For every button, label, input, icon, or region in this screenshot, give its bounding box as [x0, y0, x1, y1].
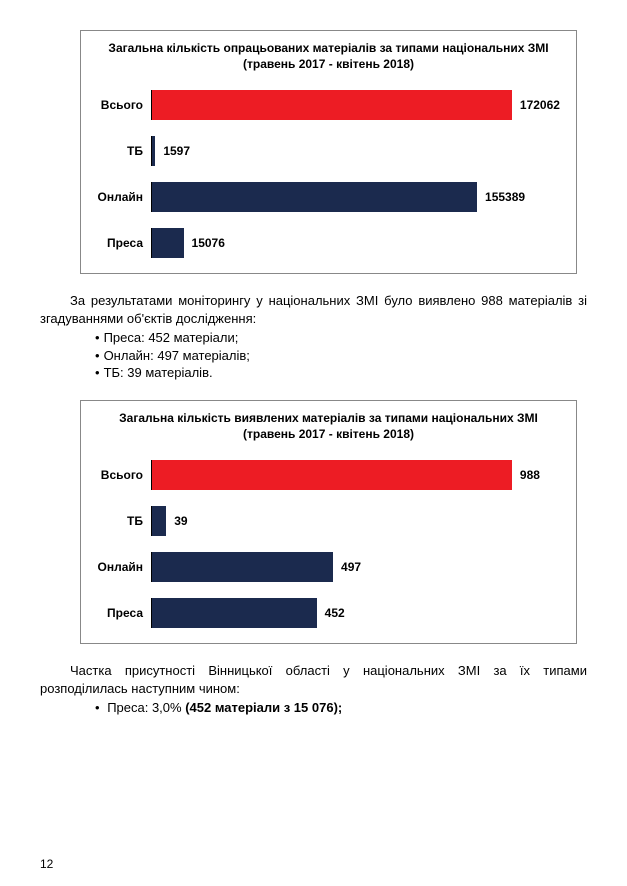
bar-track: 15076 [151, 228, 561, 258]
chart-bars: Всього 988 ТБ 39 Онлайн 497 Преса 452 [96, 460, 561, 628]
chart-title: Загальна кількість опрацьованих матеріал… [96, 41, 561, 72]
bar-track: 988 [151, 460, 561, 490]
chart-title-line1: Загальна кількість опрацьованих матеріал… [96, 41, 561, 57]
paragraph-share: Частка присутності Вінницької області у … [40, 662, 587, 697]
bar-row: ТБ 39 [96, 506, 561, 536]
bar-row: Онлайн 497 [96, 552, 561, 582]
bar-fill [152, 182, 477, 212]
list-item: ТБ: 39 матеріалів. [95, 364, 587, 382]
chart-title-line1: Загальна кількість виявлених матеріалів … [96, 411, 561, 427]
bar-fill [152, 506, 166, 536]
bar-category-label: Всього [96, 468, 151, 482]
bullet-list-media-counts: Преса: 452 матеріали;Онлайн: 497 матеріа… [95, 329, 587, 382]
bar-track: 452 [151, 598, 561, 628]
bar-category-label: Преса [96, 236, 151, 250]
bar-category-label: Преса [96, 606, 151, 620]
bullet-prefix: Преса: 3,0% [107, 700, 185, 715]
bar-track: 39 [151, 506, 561, 536]
bar-category-label: ТБ [96, 514, 151, 528]
bar-fill [152, 90, 512, 120]
bar-row: Всього 172062 [96, 90, 561, 120]
page-number: 12 [40, 857, 53, 871]
bar-track: 497 [151, 552, 561, 582]
bar-value-label: 39 [174, 514, 187, 528]
bar-value-label: 988 [520, 468, 540, 482]
bar-fill [152, 460, 512, 490]
chart-title-line2: (травень 2017 - квітень 2018) [96, 427, 561, 443]
bar-row: Всього 988 [96, 460, 561, 490]
bullet-bold: (452 матеріали з 15 076); [185, 700, 342, 715]
bar-row: ТБ 1597 [96, 136, 561, 166]
bar-fill [152, 598, 317, 628]
bar-category-label: ТБ [96, 144, 151, 158]
bar-value-label: 155389 [485, 190, 525, 204]
list-item: Преса: 452 матеріали; [95, 329, 587, 347]
bar-track: 1597 [151, 136, 561, 166]
bar-category-label: Онлайн [96, 190, 151, 204]
bar-track: 172062 [151, 90, 561, 120]
bar-value-label: 452 [325, 606, 345, 620]
bar-row: Преса 452 [96, 598, 561, 628]
bar-fill [152, 228, 184, 258]
paragraph-monitoring-results: За результатами моніторингу у національн… [40, 292, 587, 327]
bar-category-label: Онлайн [96, 560, 151, 574]
bar-category-label: Всього [96, 98, 151, 112]
bar-value-label: 172062 [520, 98, 560, 112]
bar-fill [152, 136, 155, 166]
bar-row: Онлайн 155389 [96, 182, 561, 212]
bar-value-label: 497 [341, 560, 361, 574]
bar-track: 155389 [151, 182, 561, 212]
bullet-list-share: Преса: 3,0% (452 матеріали з 15 076); [95, 699, 587, 717]
bar-value-label: 1597 [163, 144, 190, 158]
chart-processed-materials: Загальна кількість опрацьованих матеріал… [80, 30, 577, 274]
list-item: Онлайн: 497 матеріалів; [95, 347, 587, 365]
chart-title: Загальна кількість виявлених матеріалів … [96, 411, 561, 442]
bar-fill [152, 552, 333, 582]
chart-found-materials: Загальна кількість виявлених матеріалів … [80, 400, 577, 644]
list-item: Преса: 3,0% (452 матеріали з 15 076); [95, 699, 587, 717]
chart-title-line2: (травень 2017 - квітень 2018) [96, 57, 561, 73]
chart-bars: Всього 172062 ТБ 1597 Онлайн 155389 Преса 15076 [96, 90, 561, 258]
page: Загальна кількість опрацьованих матеріал… [0, 0, 627, 886]
bar-row: Преса 15076 [96, 228, 561, 258]
bar-value-label: 15076 [192, 236, 225, 250]
